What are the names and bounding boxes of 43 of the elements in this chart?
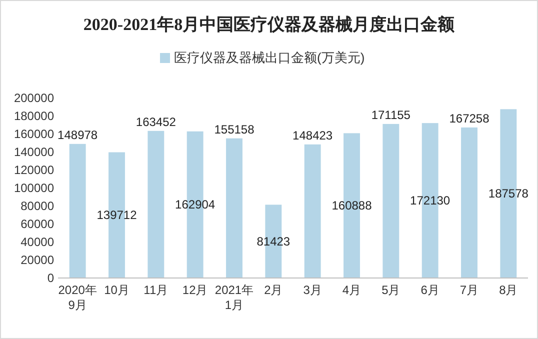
y-tick-label: 120000	[14, 163, 54, 177]
x-tick-label: 2月	[264, 283, 283, 297]
data-label: 172130	[410, 194, 450, 208]
data-label: 139712	[96, 208, 138, 222]
legend-label: 医疗仪器及器械出口金额(万美元)	[174, 50, 365, 65]
data-label: 148978	[58, 128, 98, 142]
x-tick-label: 10月	[104, 283, 130, 297]
y-tick-label: 40000	[20, 235, 54, 249]
data-label: 167258	[449, 111, 490, 126]
x-tick-label: 4月	[342, 283, 362, 297]
bar	[304, 144, 321, 278]
x-tick-label: 11月	[144, 283, 168, 297]
y-tick-label: 80000	[20, 199, 54, 213]
y-tick-label: 20000	[20, 253, 54, 267]
x-tick-label: 5月	[382, 283, 400, 297]
y-tick-label: 200000	[14, 91, 54, 105]
bar	[226, 138, 242, 278]
x-tick-label: 6月	[420, 283, 440, 297]
bar	[461, 127, 478, 278]
chart-title: 2020-2021年8月中国医疗仪器及器械月度出口金额	[83, 15, 456, 34]
data-label: 162904	[175, 198, 216, 212]
bar	[148, 130, 164, 278]
data-label: 148423	[292, 128, 333, 142]
data-label: 187578	[488, 186, 529, 201]
bar	[69, 144, 86, 278]
y-tick-label: 140000	[14, 145, 54, 159]
x-tick-label: 8月	[499, 283, 518, 297]
data-label: 171155	[371, 108, 411, 122]
x-tick-label: 2020年9月	[58, 283, 97, 312]
x-tick-label: 3月	[303, 283, 322, 297]
data-label: 155158	[214, 122, 255, 136]
y-tick-label: 60000	[20, 217, 54, 231]
y-tick-label: 160000	[14, 127, 54, 141]
data-label: 81423	[256, 234, 290, 248]
y-tick-label: 180000	[14, 109, 54, 123]
bar	[382, 124, 400, 278]
data-label: 160888	[332, 198, 372, 213]
x-tick-label: 12月	[182, 283, 208, 297]
data-label: 163452	[136, 114, 176, 129]
y-tick-label: 0	[47, 271, 54, 285]
x-tick-label: 7月	[460, 283, 479, 297]
y-tick-label: 100000	[14, 181, 54, 195]
x-tick-label: 2021年1月	[214, 283, 254, 312]
